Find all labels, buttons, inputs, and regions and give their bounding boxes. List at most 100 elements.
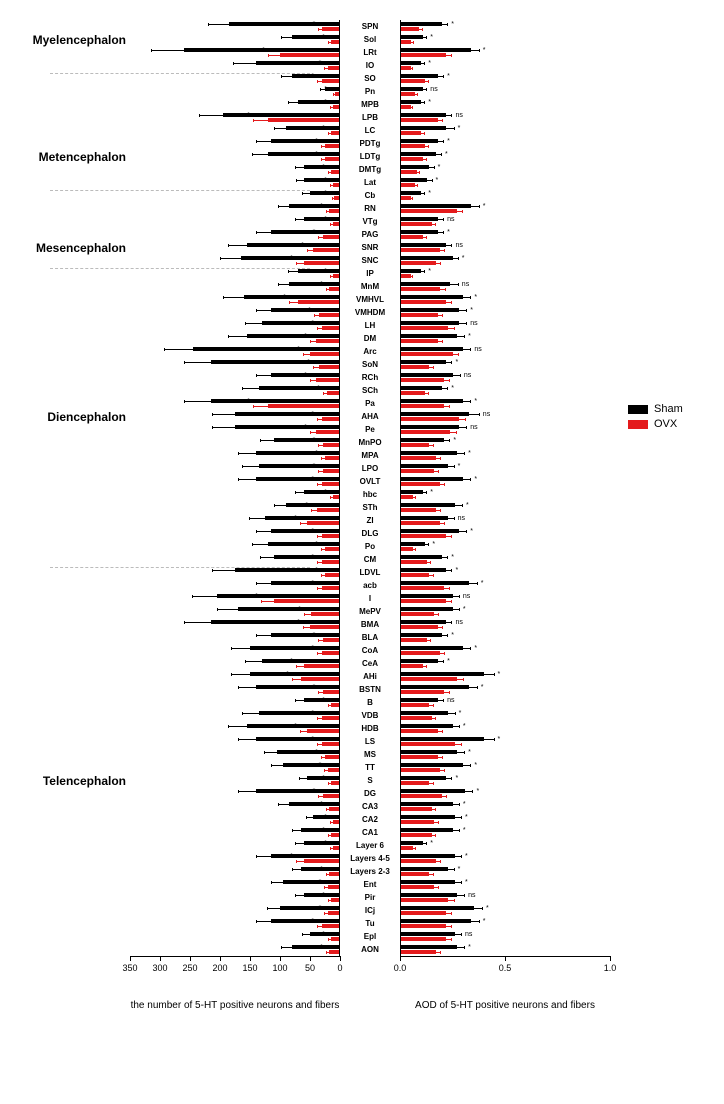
- errbar-ovx: [317, 419, 322, 420]
- right-bar-row: *: [400, 306, 610, 319]
- bar-ovx: [323, 638, 340, 642]
- bar-sham: [286, 503, 340, 507]
- bar-sham: [400, 113, 446, 117]
- right-bar-row: *: [400, 150, 610, 163]
- bar-sham: [304, 217, 340, 221]
- errbar-sham: [453, 596, 460, 597]
- bar-ovx: [400, 586, 444, 590]
- sig-right: *: [486, 905, 489, 912]
- sig-right: ns: [474, 346, 481, 353]
- bar-ovx: [317, 508, 340, 512]
- left-bar-row: *: [130, 410, 340, 423]
- errbar-sham: [164, 349, 193, 350]
- bar-sham: [400, 789, 465, 793]
- right-bar-row: ns: [400, 592, 610, 605]
- bar-sham: [400, 867, 448, 871]
- sig-right: *: [474, 294, 477, 301]
- sig-left: *: [311, 73, 314, 80]
- bar-sham: [400, 386, 442, 390]
- sig-left: *: [324, 489, 327, 496]
- sig-left: *: [322, 931, 325, 938]
- right-bar-chart: *****ns*ns*******ns*ns**ns**ns*ns*ns**ns…: [400, 20, 610, 1001]
- bar-ovx: [400, 560, 427, 564]
- sig-right: *: [453, 437, 456, 444]
- errbar-sham: [457, 895, 465, 896]
- bar-sham: [400, 35, 423, 39]
- bar-ovx: [400, 430, 450, 434]
- errbar-sham: [256, 856, 271, 857]
- left-bar-row: *: [130, 215, 340, 228]
- right-bar-row: *: [400, 826, 610, 839]
- left-bar-row: *: [130, 735, 340, 748]
- errbar-sham: [463, 401, 471, 402]
- errbar-sham: [438, 76, 444, 77]
- sig-left: *: [322, 125, 325, 132]
- row-label: DM: [340, 332, 400, 345]
- bar-ovx: [400, 729, 438, 733]
- left-bar-row: *: [130, 111, 340, 124]
- bar-sham: [235, 425, 340, 429]
- right-bar-row: *: [400, 20, 610, 33]
- bar-sham: [235, 568, 340, 572]
- errbar-ovx: [318, 640, 323, 641]
- errbar-sham: [457, 336, 465, 337]
- sig-right: *: [447, 658, 450, 665]
- errbar-ovx: [318, 237, 323, 238]
- bar-ovx: [400, 313, 438, 317]
- x-tick: 50: [298, 963, 322, 973]
- errbar-ovx: [436, 510, 441, 511]
- legend-label-sham: Sham: [654, 403, 683, 415]
- errbar-ovx: [423, 159, 427, 160]
- sig-right: ns: [483, 411, 490, 418]
- row-label: CA2: [340, 813, 400, 826]
- errbar-ovx: [444, 406, 450, 407]
- bar-ovx: [322, 482, 340, 486]
- left-bar-row: *: [130, 228, 340, 241]
- region-label: Mesencephalon: [36, 241, 126, 255]
- errbar-ovx: [328, 900, 331, 901]
- left-bar-row: *: [130, 20, 340, 33]
- sig-left: *: [262, 47, 265, 54]
- bar-sham: [400, 282, 450, 286]
- errbar-sham: [288, 271, 298, 272]
- bar-sham: [400, 529, 459, 533]
- sig-right: *: [481, 684, 484, 691]
- bar-sham: [262, 321, 340, 325]
- row-label: RCh: [340, 371, 400, 384]
- row-label: CA1: [340, 826, 400, 839]
- errbar-ovx: [310, 380, 316, 381]
- bar-ovx: [400, 924, 446, 928]
- bar-sham: [400, 724, 453, 728]
- bar-ovx: [400, 599, 446, 603]
- errbar-ovx: [448, 328, 454, 329]
- bar-ovx: [325, 456, 340, 460]
- sig-right: *: [474, 762, 477, 769]
- errbar-ovx: [440, 250, 445, 251]
- bar-ovx: [322, 716, 340, 720]
- bar-sham: [400, 438, 444, 442]
- row-label: AHi: [340, 670, 400, 683]
- row-label: ZI: [340, 514, 400, 527]
- bar-sham: [400, 841, 423, 845]
- row-label: Sol: [340, 33, 400, 46]
- bar-sham: [268, 152, 340, 156]
- x-tick: 300: [148, 963, 172, 973]
- errbar-ovx: [438, 341, 443, 342]
- row-label: SCh: [340, 384, 400, 397]
- sig-right: *: [430, 34, 433, 41]
- left-bar-row: *: [130, 657, 340, 670]
- errbar-ovx: [453, 354, 459, 355]
- bar-sham: [400, 542, 425, 546]
- errbar-sham: [457, 453, 465, 454]
- sig-left: *: [324, 840, 327, 847]
- sig-right: *: [451, 554, 454, 561]
- left-bar-row: *: [130, 423, 340, 436]
- bar-ovx: [400, 716, 432, 720]
- left-bar-row: *: [130, 527, 340, 540]
- errbar-sham: [296, 180, 304, 181]
- errbar-sham: [455, 882, 462, 883]
- errbar-sham: [421, 193, 425, 194]
- errbar-sham: [256, 141, 271, 142]
- errbar-ovx: [457, 211, 463, 212]
- sig-left: *: [313, 437, 316, 444]
